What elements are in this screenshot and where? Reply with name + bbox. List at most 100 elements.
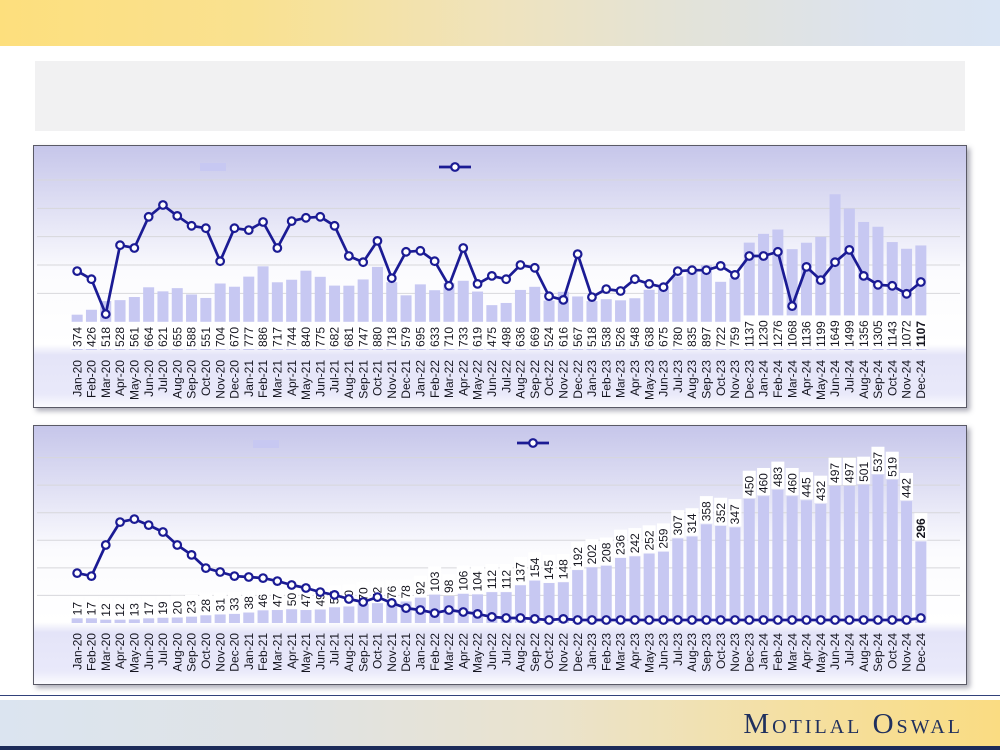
value-label-bg	[399, 321, 413, 349]
bar-value-label: 47	[299, 593, 313, 607]
bar	[715, 525, 727, 623]
month-label: Oct-20	[199, 633, 213, 669]
line-marker	[787, 615, 798, 625]
bar	[414, 284, 426, 350]
month-label: Aug-20	[170, 633, 184, 672]
bar	[214, 283, 226, 350]
bar	[686, 271, 698, 350]
bar-value-label: 208	[599, 542, 613, 562]
value-label-bg	[842, 457, 856, 485]
bar-value-label: 442	[900, 478, 914, 498]
value-label-bg	[571, 541, 585, 570]
month-label: Aug-24	[857, 360, 871, 399]
value-label-bg	[671, 321, 685, 349]
month-label: Apr-21	[285, 633, 299, 669]
line-marker	[787, 301, 798, 312]
bar	[743, 242, 755, 350]
value-label-bg	[842, 315, 856, 349]
month-label: Oct-23	[714, 633, 728, 669]
value-label-bg	[556, 321, 570, 349]
value-label-bg	[828, 457, 842, 485]
month-label: Jul-20	[156, 633, 170, 666]
line-marker	[572, 615, 583, 625]
bar	[829, 194, 841, 350]
line-marker	[844, 615, 855, 625]
value-label-bg	[456, 321, 470, 349]
value-label-bg	[785, 467, 799, 496]
value-label-bg	[828, 315, 842, 349]
bar	[843, 208, 855, 350]
bar	[371, 603, 383, 623]
value-label-bg	[328, 321, 342, 349]
value-label-bg	[213, 592, 227, 614]
line-marker	[143, 211, 154, 222]
month-label: Jun-24	[828, 360, 842, 397]
bar	[729, 527, 741, 623]
bar	[758, 233, 770, 350]
line-marker	[558, 613, 569, 624]
line-marker	[415, 605, 426, 615]
line-marker	[558, 294, 569, 305]
value-label-bg	[99, 321, 113, 349]
value-label-bg	[742, 315, 756, 349]
bar	[286, 609, 298, 623]
bar-value-label: 50	[285, 593, 299, 607]
bar	[700, 524, 712, 623]
value-label-bg	[142, 596, 156, 618]
month-label: Aug-23	[685, 360, 699, 399]
bar-value-label: 28	[199, 599, 213, 613]
month-label: Oct-22	[542, 360, 556, 396]
value-label-bg	[585, 539, 599, 567]
month-label: Dec-22	[571, 360, 585, 399]
value-label-bg	[542, 321, 556, 349]
bar-value-label: 432	[814, 481, 828, 501]
bar-value-label: 47	[271, 593, 285, 607]
month-label: Nov-24	[900, 360, 914, 399]
value-label-bg	[528, 552, 542, 580]
bar-value-label: 526	[614, 327, 628, 347]
value-label-bg	[227, 321, 241, 349]
month-label: Feb-21	[256, 360, 270, 398]
bar	[843, 485, 855, 623]
month-label: Jun-24	[828, 633, 842, 670]
bar-value-label: 148	[557, 559, 571, 579]
value-label-bg	[885, 451, 899, 479]
bar-value-label: 12	[99, 603, 113, 617]
line-marker	[272, 576, 283, 587]
bar	[786, 496, 798, 623]
month-label: Nov-23	[728, 360, 742, 399]
value-label-bg	[642, 321, 656, 349]
month-label: Oct-24	[885, 360, 899, 396]
bar-value-label: 460	[785, 473, 799, 493]
value-label-bg	[599, 537, 613, 565]
line-marker	[687, 615, 697, 625]
line-marker	[901, 615, 912, 625]
bar	[557, 582, 569, 623]
bar-value-label: 236	[614, 535, 628, 555]
bar-value-label: 38	[242, 596, 256, 610]
month-label: Jun-21	[313, 633, 327, 670]
value-label-bg	[385, 580, 399, 602]
line-marker	[629, 615, 640, 625]
bar	[386, 282, 398, 350]
line-marker	[601, 284, 612, 295]
bar	[314, 609, 326, 623]
month-label: Oct-20	[199, 360, 213, 396]
bar-value-label: 1499	[843, 320, 857, 347]
bar	[371, 266, 383, 350]
bar-value-label: 426	[85, 327, 99, 347]
line-marker	[100, 309, 111, 320]
bar-value-label: 777	[242, 327, 256, 347]
month-label: Mar-22	[442, 633, 456, 671]
bar	[257, 610, 269, 623]
bar-value-label: 1137	[742, 321, 756, 347]
footer-divider	[0, 695, 1000, 696]
line-marker	[158, 527, 168, 537]
value-label-bg	[685, 321, 699, 349]
month-label: May-24	[814, 360, 828, 400]
line-marker	[501, 274, 512, 285]
line-marker	[458, 607, 469, 617]
value-label-bg	[614, 321, 628, 349]
bar-value-label: 710	[442, 327, 456, 347]
month-label: Mar-20	[99, 360, 113, 398]
